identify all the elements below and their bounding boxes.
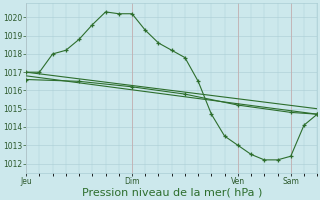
X-axis label: Pression niveau de la mer( hPa ): Pression niveau de la mer( hPa ): [82, 187, 262, 197]
